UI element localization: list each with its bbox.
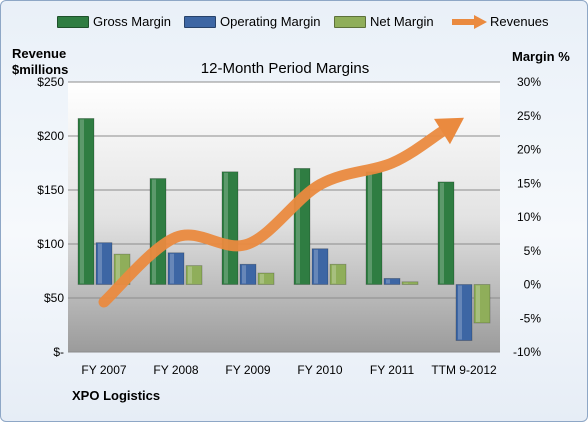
bar-operating-margin <box>383 278 401 285</box>
legend-label-revenues: Revenues <box>490 14 549 29</box>
right-tick-label: 15% <box>517 176 541 190</box>
bar-operating-margin <box>311 248 329 285</box>
right-axis-title: Margin % <box>512 49 570 64</box>
left-tick-label: $150 <box>37 183 64 197</box>
x-tick-label: FY 2011 <box>370 363 415 377</box>
legend-swatch-gross-margin <box>57 16 89 28</box>
bar-net-margin <box>401 281 419 285</box>
legend-label-gross-margin: Gross Margin <box>93 14 172 29</box>
bar-gross-margin <box>437 181 455 285</box>
left-axis-title-line-1: Revenue <box>12 46 67 61</box>
revenues-line <box>98 126 448 308</box>
legend-label-net-margin: Net Margin <box>370 14 434 29</box>
bar-operating-margin <box>455 284 473 341</box>
right-tick-label: 10% <box>517 210 541 224</box>
x-tick-label: FY 2007 <box>81 363 126 377</box>
legend-label-operating-margin: Operating Margin <box>220 14 321 29</box>
bar-operating-margin <box>167 252 185 285</box>
bar-highlight <box>188 266 192 284</box>
bar-net-margin <box>329 263 347 285</box>
bar-highlight <box>296 169 300 284</box>
revenues-arrowhead <box>434 117 464 145</box>
right-tick-label: 30% <box>517 75 541 89</box>
bar-highlight <box>80 119 84 284</box>
right-tick-label: -5% <box>520 311 542 325</box>
x-tick-label: FY 2009 <box>225 363 270 377</box>
legend: Gross Margin Operating Margin Net Margin… <box>0 10 588 34</box>
left-tick-label: $50 <box>44 291 64 305</box>
bar-highlight <box>170 253 174 284</box>
bar-highlight <box>368 172 372 284</box>
bar-highlight <box>386 279 390 284</box>
bar-operating-margin <box>95 242 113 285</box>
bar-highlight <box>440 182 444 284</box>
right-tick-label: 25% <box>517 109 541 123</box>
x-tick-label: FY 2008 <box>153 363 198 377</box>
bar-highlight <box>332 265 336 284</box>
bar-highlight <box>152 179 156 284</box>
bar-gross-margin <box>221 171 239 285</box>
bar-operating-margin <box>239 263 257 285</box>
bar-gross-margin <box>77 118 95 285</box>
left-axis-title: Revenue $millions <box>12 46 68 78</box>
company-label: XPO Logistics <box>72 388 161 403</box>
legend-swatch-operating-margin <box>184 16 216 28</box>
left-tick-label: $250 <box>37 75 64 89</box>
bar-highlight <box>116 255 120 284</box>
bar-net-margin <box>473 284 491 324</box>
bar-highlight <box>98 243 102 284</box>
chart-title: 12-Month Period Margins <box>200 60 370 77</box>
left-tick-label: $- <box>53 345 64 359</box>
left-tick-label: $100 <box>37 237 64 251</box>
bar-net-margin <box>257 272 275 285</box>
left-tick-label: $200 <box>37 129 64 143</box>
right-tick-label: 20% <box>517 143 541 157</box>
bar-highlight <box>260 274 264 284</box>
bar-highlight <box>458 285 462 340</box>
right-tick-label: 5% <box>524 244 542 258</box>
bar-net-margin <box>185 265 203 285</box>
right-tick-label: -10% <box>513 345 541 359</box>
left-axis-title-line-2: $millions <box>12 62 69 77</box>
x-tick-label: FY 2010 <box>297 363 342 377</box>
bar-highlight <box>476 285 480 322</box>
right-tick-label: 0% <box>524 278 542 292</box>
bar-highlight <box>242 265 246 284</box>
bar-highlight <box>404 282 408 284</box>
legend-swatch-net-margin <box>334 16 366 28</box>
legend-arrow-icon <box>452 15 487 29</box>
bar-highlight <box>314 249 318 284</box>
bar-highlight <box>224 172 228 284</box>
x-tick-label: TTM 9-2012 <box>431 363 497 377</box>
